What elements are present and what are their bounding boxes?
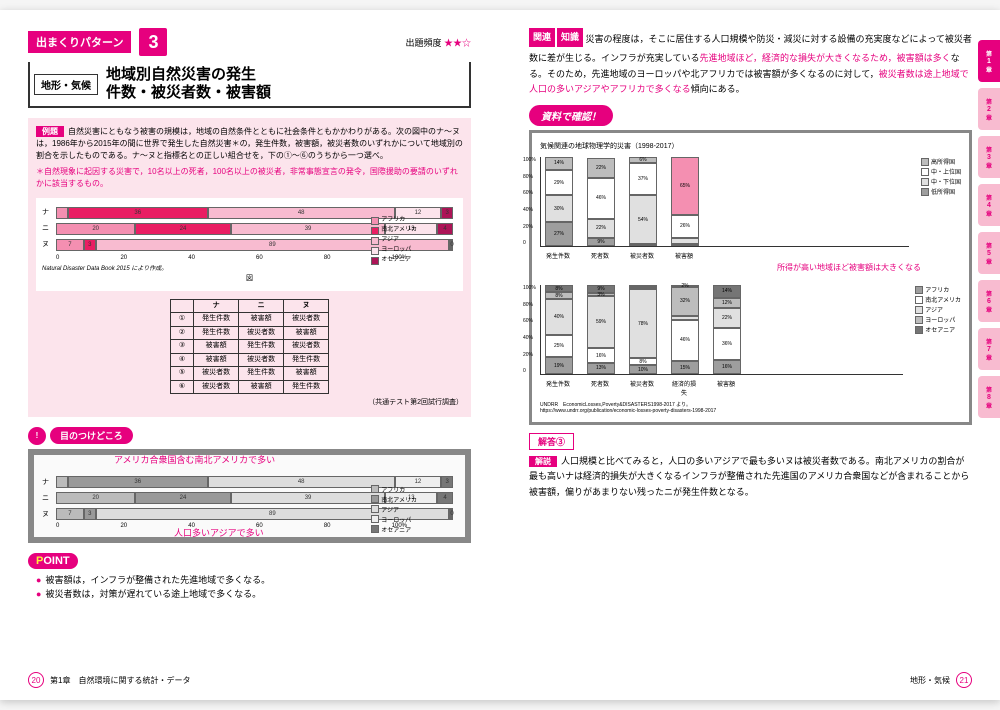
main-title: 地域別自然災害の発生 件数・被災者数・被害額	[106, 66, 271, 102]
horizontal-bar-chart: ナ3648123ニ202439134ヌ73890アフリカ南北アメリカアジアヨーロ…	[36, 198, 463, 291]
example-label: 例題	[36, 126, 64, 137]
example-box: 例題自然災害にともなう被害の規模は，地域の自然条件とともに社会条件ともかかわりが…	[28, 118, 471, 417]
kaito-badge: 解答③	[529, 433, 574, 450]
category-badge: 地形・気候	[34, 74, 98, 95]
point-header: POINT	[28, 553, 471, 569]
shiryo-badge: 資料で確認！	[529, 105, 613, 126]
stacked-chart-board: 気候関連の地球物理学的災害（1998-2017） 100%80%60%40%20…	[529, 130, 972, 425]
eye-badge: ! 目のつけどころ	[28, 427, 471, 445]
footer-right: 地形・気候 21	[910, 672, 972, 688]
chapter-tabs: 第1章第2章第3章第4章第5章第6章第7章第8章	[978, 40, 1000, 418]
left-page: 出まくりパターン 3 出題頻度 ★★☆ 地形・気候 地域別自然災害の発生 件数・…	[0, 10, 499, 700]
point-list: 被害額は，インフラが整備された先進地域で多くなる。被災者数は，対策が遅れている途…	[28, 573, 471, 602]
pattern-header: 出まくりパターン 3 出題頻度 ★★☆	[28, 28, 471, 56]
title-row: 地形・気候 地域別自然災害の発生 件数・被災者数・被害額	[28, 62, 471, 108]
chapter-tab-3[interactable]: 第3章	[978, 136, 1000, 178]
chapter-tab-1[interactable]: 第1章	[978, 40, 1000, 82]
kaisetsu-text: 解説人口規模と比べてみると，人口の多いアジアで最も多いヌは被災者数である。南北ア…	[529, 454, 972, 500]
chapter-tab-6[interactable]: 第6章	[978, 280, 1000, 322]
kanren-section: 関連 知識 災害の程度は，そこに居住する人口規模や防災・減災に対する設備の充実度…	[529, 28, 972, 97]
demakuri-label: 出まくりパターン	[28, 31, 131, 53]
chapter-tab-7[interactable]: 第7章	[978, 328, 1000, 370]
chapter-tab-2[interactable]: 第2章	[978, 88, 1000, 130]
pattern-number: 3	[139, 28, 167, 56]
chapter-tab-4[interactable]: 第4章	[978, 184, 1000, 226]
focus-board: アメリカ合衆国含む南北アメリカで多い ナ3648123ニ202439134ヌ73…	[28, 449, 471, 543]
point-badge: POINT	[28, 553, 78, 569]
right-page: 関連 知識 災害の程度は，そこに居住する人口規模や防災・減災に対する設備の充実度…	[501, 10, 1000, 700]
chapter-tab-8[interactable]: 第8章	[978, 376, 1000, 418]
footer-left: 20 第1章 自然環境に関する統計・データ	[28, 672, 190, 688]
chapter-tab-5[interactable]: 第5章	[978, 232, 1000, 274]
frequency: 出題頻度 ★★☆	[405, 36, 471, 49]
answer-table: ナニヌ①発生件数被害額被災者数②発生件数被災者数被害額③被害額発生件数被災者数④…	[170, 299, 329, 395]
